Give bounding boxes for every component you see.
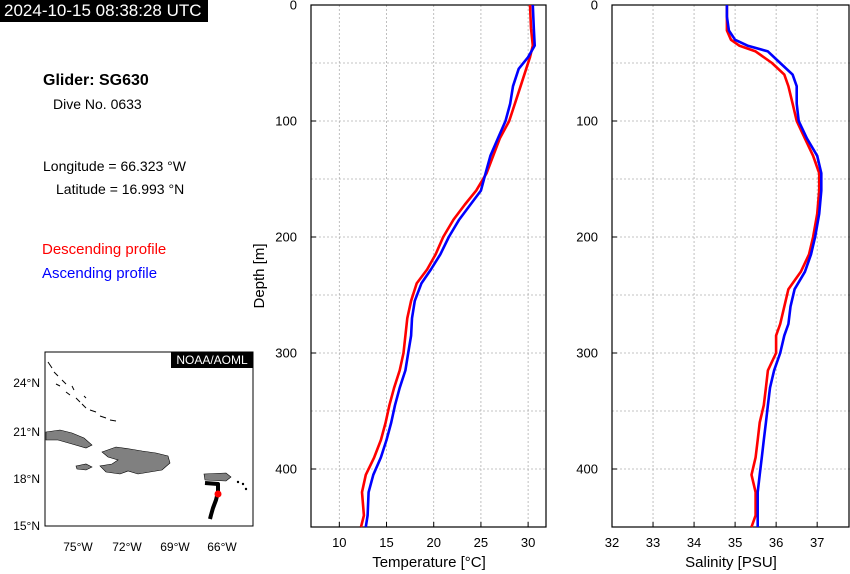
map-lat-tick: 21°N: [13, 425, 40, 439]
glider-title: Glider: SG630: [43, 72, 149, 89]
temperature-y-tick-label: 200: [275, 230, 297, 245]
map-lat-tick: 24°N: [13, 376, 40, 390]
map-lat-tick: 18°N: [13, 472, 40, 486]
temperature-ascending-line: [364, 4, 536, 528]
salinity-y-tick-label: 200: [576, 230, 598, 245]
map-land-hispaniola: [99, 446, 171, 475]
salinity-x-tick-label: 35: [728, 535, 742, 550]
map-lon-tick: 75°W: [63, 540, 93, 554]
temperature-y-tick-label: 300: [275, 346, 297, 361]
temperature-y-tick-label: 0: [290, 0, 297, 13]
map-credit-bg: [171, 352, 253, 368]
salinity-x-tick-label: 32: [605, 535, 619, 550]
temperature-descending-line: [359, 4, 535, 528]
salinity-frame: [611, 4, 850, 528]
salinity-x-tick-label: 36: [769, 535, 783, 550]
dive-number: Dive No. 0633: [53, 96, 142, 112]
temperature-y-tick-label: 100: [275, 114, 297, 129]
map-land-bahamas: [47, 361, 117, 422]
legend-ascending: Ascending profile: [42, 265, 158, 282]
latitude-readout: Latitude = 16.993 °N: [56, 181, 185, 197]
temperature-y-tick-label: 400: [275, 462, 297, 477]
map-land-jamaica: [75, 463, 93, 471]
map-land-lesser-antilles: [236, 480, 248, 491]
temperature-x-axis-label: Temperature [°C]: [372, 554, 486, 571]
temperature-frame: [310, 4, 547, 528]
temperature-y-axis-label: Depth [m]: [251, 243, 268, 308]
salinity-x-tick-label: 33: [646, 535, 660, 550]
salinity-y-tick-label: 100: [576, 114, 598, 129]
map-land-puerto-rico: [203, 472, 232, 482]
longitude-readout: Longitude = 66.323 °W: [43, 158, 186, 174]
temperature-x-tick-label: 10: [332, 535, 346, 550]
temperature-x-tick-label: 15: [379, 535, 393, 550]
glider-track: [204, 481, 220, 520]
salinity-y-tick-label: 0: [591, 0, 598, 13]
temperature-x-tick-label: 20: [426, 535, 440, 550]
map-lon-tick: 72°W: [112, 540, 142, 554]
salinity-x-axis-label: Salinity [PSU]: [685, 554, 777, 571]
timestamp-banner: 2024-10-15 08:38:28 UTC: [0, 0, 208, 22]
map-lon-tick: 66°W: [207, 540, 237, 554]
salinity-ascending-line: [725, 5, 823, 527]
glider-position-marker: [214, 490, 222, 498]
map-lat-tick: 15°N: [13, 519, 40, 533]
salinity-y-tick-label: 400: [576, 462, 598, 477]
salinity-x-tick-label: 34: [687, 535, 701, 550]
temperature-x-tick-label: 25: [474, 535, 488, 550]
map-lon-tick: 69°W: [160, 540, 190, 554]
map-land-cuba: [45, 429, 93, 449]
map-credit: NOAA/AOML: [176, 353, 248, 367]
legend-descending: Descending profile: [42, 241, 167, 258]
temperature-x-tick-label: 30: [521, 535, 535, 550]
salinity-x-tick-label: 37: [810, 535, 824, 550]
salinity-descending-line: [725, 5, 821, 528]
salinity-y-tick-label: 300: [576, 346, 598, 361]
